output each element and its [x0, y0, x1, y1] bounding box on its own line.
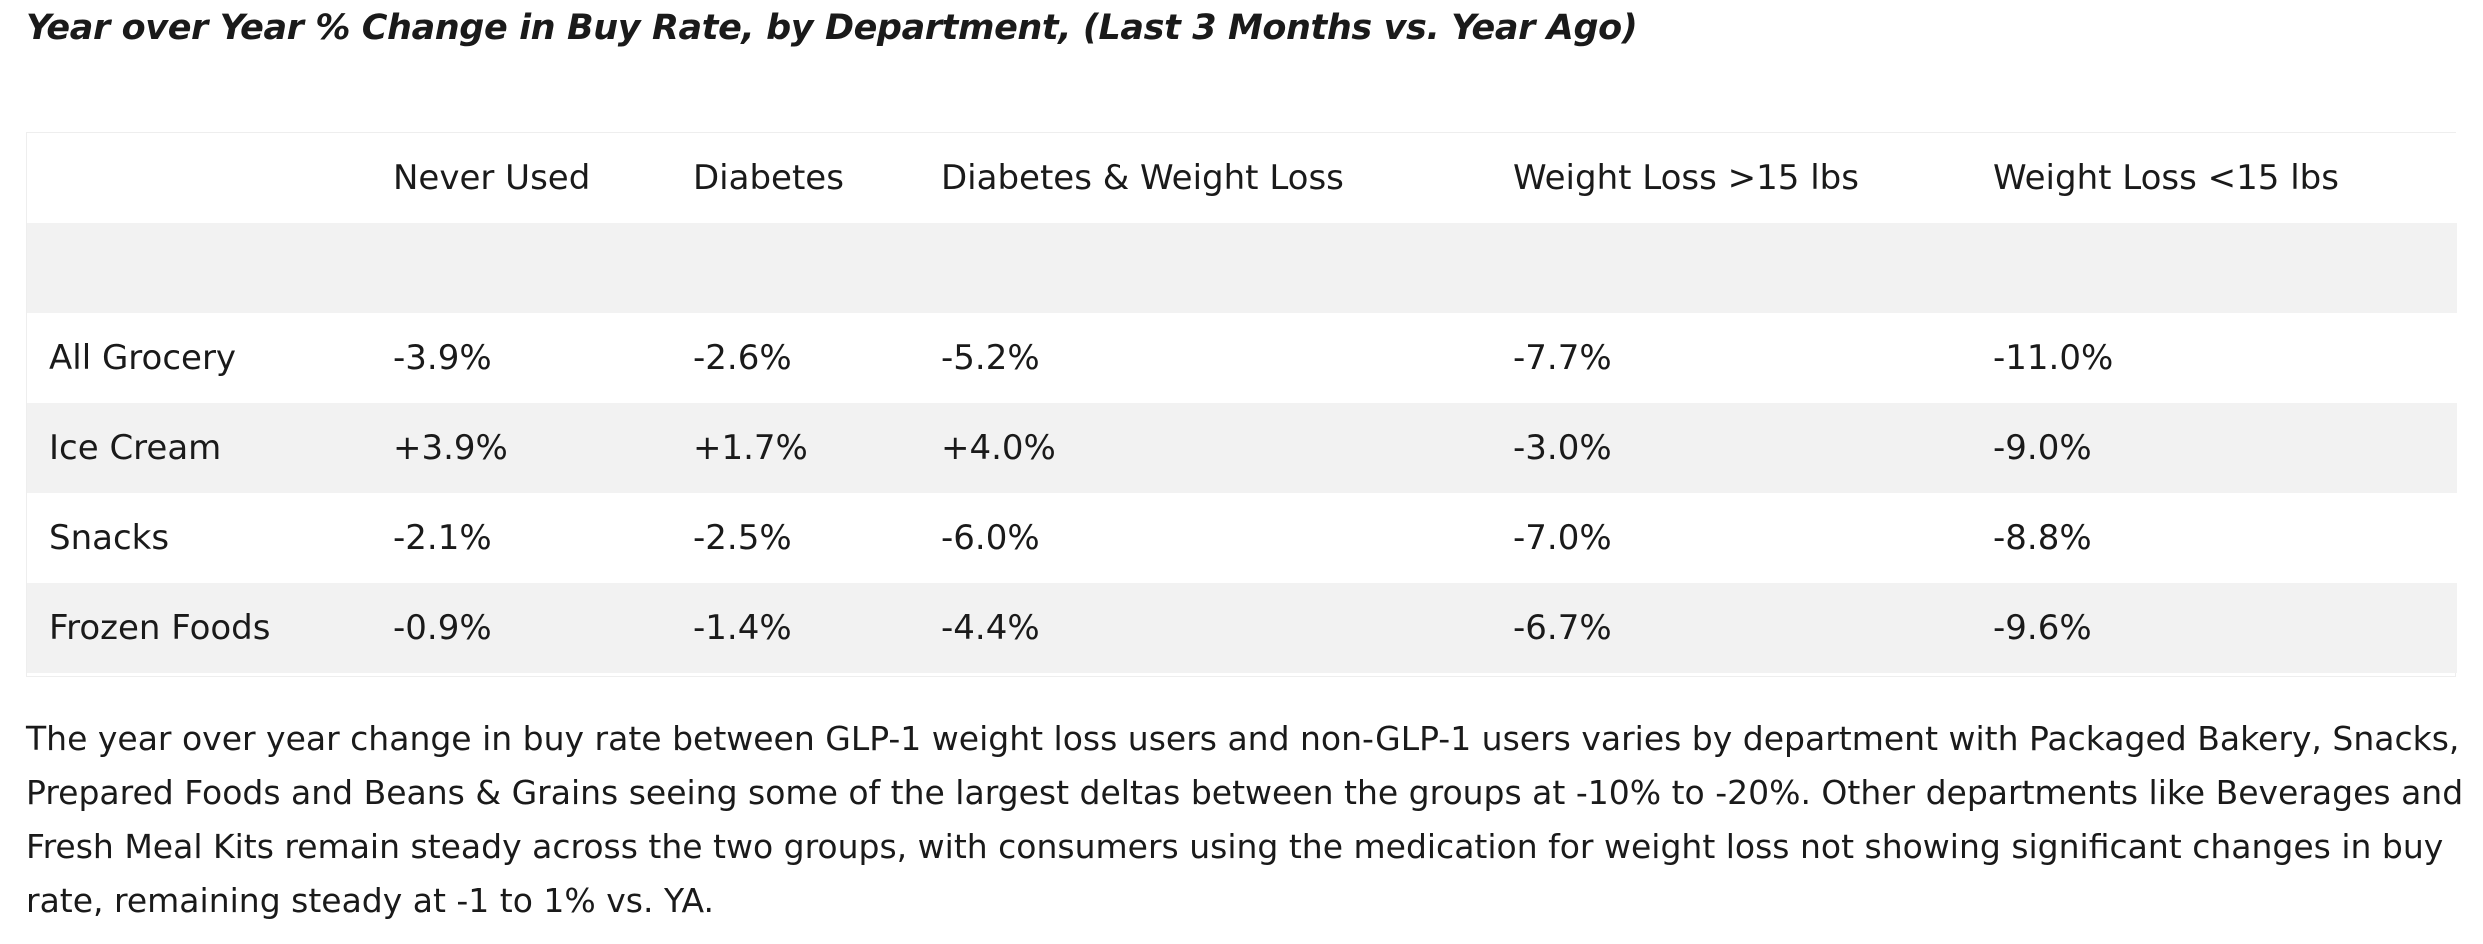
row-label: All Grocery [27, 313, 371, 403]
table-row: Frozen Foods -0.9% -1.4% -4.4% -6.7% -9.… [27, 583, 2457, 673]
spacer-row [27, 223, 2457, 313]
table-cell: -11.0% [1971, 313, 2457, 403]
table-cell: -4.4% [919, 583, 1491, 673]
table-cell: +3.9% [371, 403, 671, 493]
column-header-weight-loss-under-15: Weight Loss <15 lbs [1971, 133, 2457, 223]
column-header-diabetes: Diabetes [671, 133, 919, 223]
table-cell: -2.1% [371, 493, 671, 583]
row-label: Snacks [27, 493, 371, 583]
header-row: Never Used Diabetes Diabetes & Weight Lo… [27, 133, 2457, 223]
table-row: Ice Cream +3.9% +1.7% +4.0% -3.0% -9.0% [27, 403, 2457, 493]
table-row: All Grocery -3.9% -2.6% -5.2% -7.7% -11.… [27, 313, 2457, 403]
column-header-diabetes-weight-loss: Diabetes & Weight Loss [919, 133, 1491, 223]
table-cell: +4.0% [919, 403, 1491, 493]
table-title: Year over Year % Change in Buy Rate, by … [26, 8, 1638, 48]
table-cell: -2.6% [671, 313, 919, 403]
table-cell: -3.0% [1491, 403, 1971, 493]
table-row: Snacks -2.1% -2.5% -6.0% -7.0% -8.8% [27, 493, 2457, 583]
table-cell: -3.9% [371, 313, 671, 403]
row-label: Frozen Foods [27, 583, 371, 673]
table-cell: -0.9% [371, 583, 671, 673]
table-cell: -6.0% [919, 493, 1491, 583]
table-cell: +1.7% [671, 403, 919, 493]
row-label: Ice Cream [27, 403, 371, 493]
table-cell: -8.8% [1971, 493, 2457, 583]
table-cell: -7.7% [1491, 313, 1971, 403]
table-cell: -1.4% [671, 583, 919, 673]
description-paragraph: The year over year change in buy rate be… [26, 719, 2464, 920]
buy-rate-table: Never Used Diabetes Diabetes & Weight Lo… [26, 132, 2457, 677]
table-cell: -6.7% [1491, 583, 1971, 673]
spacer-cell [27, 223, 2457, 313]
table-cell: -7.0% [1491, 493, 1971, 583]
table-cell: -9.6% [1971, 583, 2457, 673]
column-header-never-used: Never Used [371, 133, 671, 223]
table-cell: -2.5% [671, 493, 919, 583]
table-cell: -9.0% [1971, 403, 2457, 493]
column-header-weight-loss-over-15: Weight Loss >15 lbs [1491, 133, 1971, 223]
column-header-department [27, 133, 371, 223]
table-cell: -5.2% [919, 313, 1491, 403]
